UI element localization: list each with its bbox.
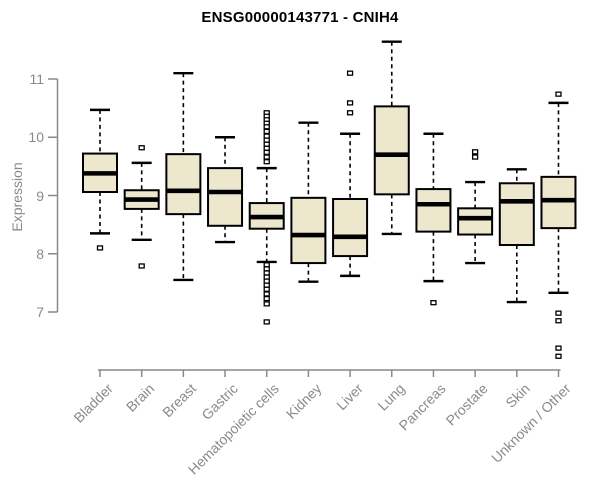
boxplot-group	[290, 121, 327, 283]
outlier-point	[263, 159, 270, 165]
outlier-point	[263, 291, 270, 297]
outlier-point	[96, 245, 104, 251]
iqr-box	[373, 105, 410, 196]
outlier-point	[263, 282, 270, 288]
y-tick-label: 9	[36, 187, 44, 204]
outlier-point	[263, 128, 270, 135]
outlier-point	[263, 145, 270, 151]
outlier-point	[555, 353, 562, 359]
outlier-point	[138, 263, 145, 269]
boxplot-group	[248, 110, 285, 325]
outlier-point	[263, 141, 270, 147]
outlier-point	[263, 137, 270, 143]
boxplot-group	[498, 168, 535, 304]
outlier-point	[263, 154, 270, 160]
outlier-point	[263, 319, 270, 325]
y-tick-label: 10	[28, 129, 44, 146]
outlier-point	[471, 149, 479, 155]
outlier-point	[263, 295, 270, 302]
outlier-point	[138, 145, 145, 151]
iqr-box	[498, 182, 535, 247]
boxplot-group	[540, 91, 577, 359]
outlier-point	[430, 300, 437, 306]
outlier-point	[263, 149, 270, 156]
boxplot-group	[123, 145, 160, 269]
y-tick-label: 7	[36, 304, 44, 320]
boxplot-group	[165, 71, 202, 282]
outlier-point	[555, 91, 562, 97]
iqr-box	[415, 188, 452, 233]
y-tick-label: 11	[29, 71, 44, 87]
outlier-point	[471, 154, 479, 160]
outlier-point	[263, 286, 270, 292]
outlier-point	[346, 70, 354, 76]
outlier-point	[346, 100, 354, 106]
iqr-box	[332, 197, 369, 258]
iqr-box	[540, 175, 577, 230]
outlier-point	[263, 270, 270, 276]
iqr-box	[290, 196, 327, 265]
chart-title: ENSG00000143771 - CNIH4	[201, 9, 399, 26]
iqr-box	[457, 207, 494, 236]
outlier-point	[263, 278, 270, 284]
outlier-point	[263, 133, 270, 139]
boxplot-group	[457, 149, 494, 265]
iqr-box	[207, 167, 244, 227]
outlier-point	[263, 301, 270, 307]
boxplot-group	[82, 108, 118, 251]
outlier-point	[263, 124, 270, 130]
outlier-point	[263, 262, 270, 268]
outlier-point	[555, 345, 562, 351]
outlier-point	[346, 110, 354, 116]
outlier-point	[263, 274, 270, 280]
outlier-point	[263, 266, 270, 272]
boxplot-group	[207, 136, 244, 244]
boxplot-group	[332, 70, 369, 278]
boxplot-group	[373, 40, 410, 236]
y-tick-label: 8	[36, 245, 44, 262]
iqr-box	[165, 153, 202, 216]
boxplot-group	[415, 132, 452, 306]
outlier-point	[555, 310, 562, 316]
outlier-point	[555, 318, 562, 324]
